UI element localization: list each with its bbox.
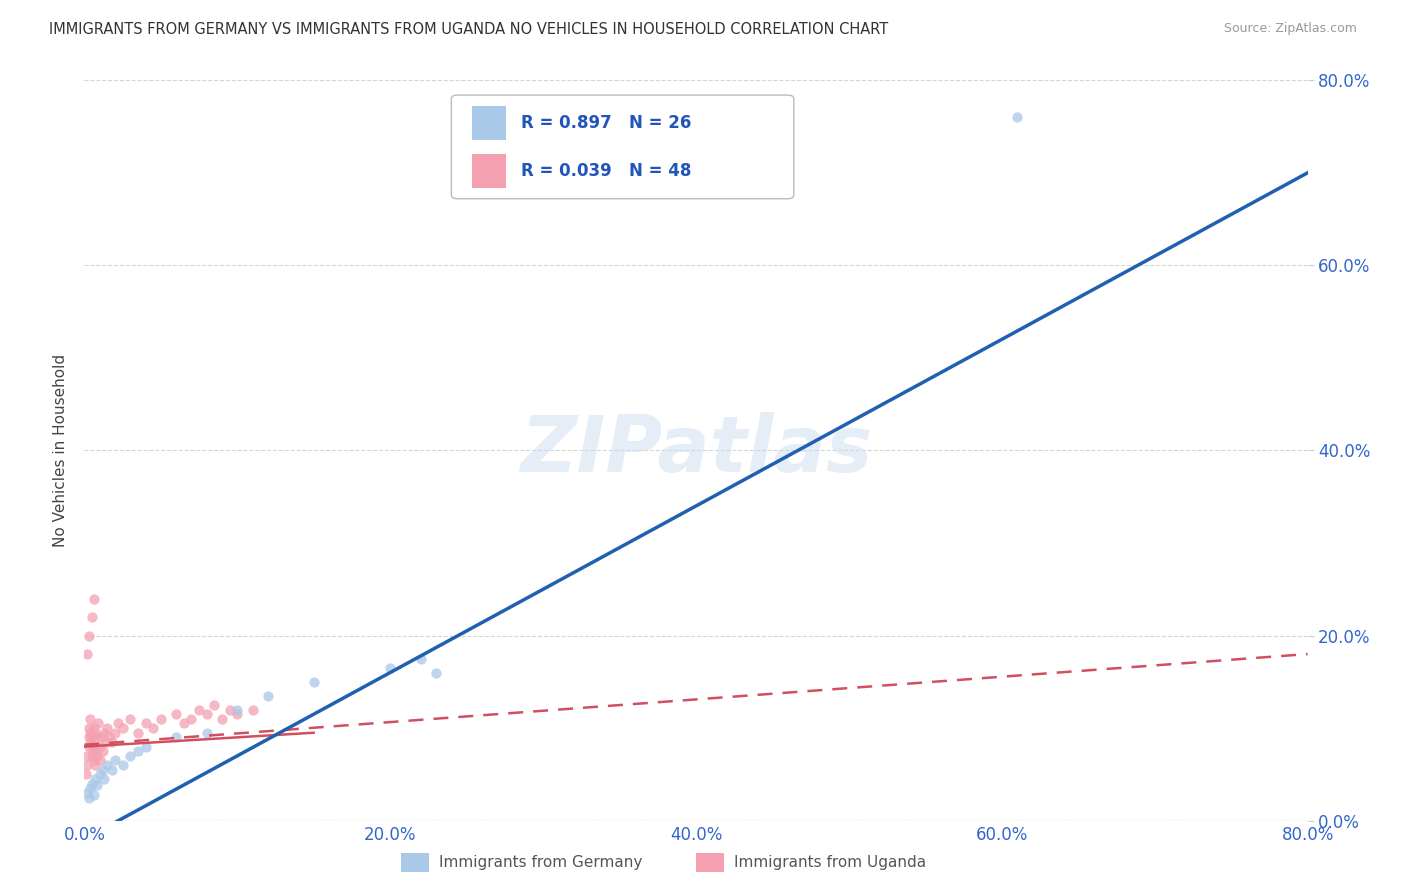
Text: Immigrants from Germany: Immigrants from Germany xyxy=(439,855,643,870)
Point xyxy=(218,703,240,717)
Point xyxy=(211,712,233,726)
Point xyxy=(91,763,114,777)
Point xyxy=(76,786,98,800)
Point xyxy=(86,731,108,745)
Point xyxy=(84,725,107,739)
Point xyxy=(120,712,142,726)
Point xyxy=(76,647,98,661)
Point xyxy=(93,772,115,786)
Point xyxy=(165,707,187,722)
Point xyxy=(83,591,105,606)
Point xyxy=(380,661,402,675)
Point xyxy=(96,721,118,735)
Point xyxy=(89,739,111,754)
Text: R = 0.039   N = 48: R = 0.039 N = 48 xyxy=(522,162,692,180)
Point xyxy=(80,731,103,745)
Point xyxy=(79,735,101,749)
Point xyxy=(195,725,218,739)
FancyBboxPatch shape xyxy=(451,95,794,199)
Point xyxy=(97,731,120,745)
Point xyxy=(79,725,101,739)
Point xyxy=(86,779,108,793)
Point xyxy=(83,721,105,735)
Text: R = 0.897   N = 26: R = 0.897 N = 26 xyxy=(522,114,692,132)
Point xyxy=(79,781,101,796)
Bar xyxy=(472,154,506,187)
Point xyxy=(135,716,157,731)
Point xyxy=(120,748,142,763)
Point xyxy=(77,721,100,735)
Text: IMMIGRANTS FROM GERMANY VS IMMIGRANTS FROM UGANDA NO VEHICLES IN HOUSEHOLD CORRE: IMMIGRANTS FROM GERMANY VS IMMIGRANTS FR… xyxy=(49,22,889,37)
Point xyxy=(226,707,249,722)
Point xyxy=(83,744,105,758)
Text: ZIPatlas: ZIPatlas xyxy=(520,412,872,489)
Point xyxy=(107,716,129,731)
Point xyxy=(104,725,127,739)
Point xyxy=(425,665,447,680)
Point xyxy=(149,712,172,726)
Point xyxy=(302,674,325,689)
Point xyxy=(76,758,98,772)
Point xyxy=(127,725,149,739)
Point xyxy=(180,712,202,726)
Point xyxy=(101,735,124,749)
Point xyxy=(84,772,107,786)
Point xyxy=(111,758,134,772)
Point xyxy=(77,731,100,745)
Point xyxy=(77,790,100,805)
Point xyxy=(101,763,124,777)
Point xyxy=(257,689,280,703)
Text: Source: ZipAtlas.com: Source: ZipAtlas.com xyxy=(1223,22,1357,36)
Point xyxy=(80,610,103,624)
Bar xyxy=(472,106,506,139)
Point xyxy=(76,748,98,763)
Point xyxy=(188,703,211,717)
Point xyxy=(83,754,105,768)
Text: Immigrants from Uganda: Immigrants from Uganda xyxy=(734,855,927,870)
Point xyxy=(104,754,127,768)
Point xyxy=(202,698,225,712)
Point xyxy=(135,739,157,754)
Point xyxy=(77,739,100,754)
Point xyxy=(96,758,118,772)
Point xyxy=(87,716,110,731)
Point xyxy=(75,767,97,781)
Point xyxy=(84,758,107,772)
Point xyxy=(90,731,112,745)
Point xyxy=(83,788,105,802)
Point xyxy=(195,707,218,722)
Point xyxy=(1005,110,1028,124)
Point xyxy=(91,744,114,758)
Point xyxy=(173,716,195,731)
Point xyxy=(86,748,108,763)
Point xyxy=(142,721,165,735)
Point xyxy=(84,739,107,754)
Point xyxy=(226,703,249,717)
Point xyxy=(93,725,115,739)
Point xyxy=(79,712,101,726)
Point xyxy=(409,651,432,665)
Point xyxy=(89,767,111,781)
Point xyxy=(77,628,100,642)
Point xyxy=(89,754,111,768)
Y-axis label: No Vehicles in Household: No Vehicles in Household xyxy=(53,354,69,547)
Point xyxy=(111,721,134,735)
Point xyxy=(80,776,103,791)
Point xyxy=(242,703,264,717)
Point xyxy=(80,748,103,763)
Point xyxy=(94,735,117,749)
Point xyxy=(165,731,187,745)
Point xyxy=(127,744,149,758)
Point xyxy=(80,739,103,754)
